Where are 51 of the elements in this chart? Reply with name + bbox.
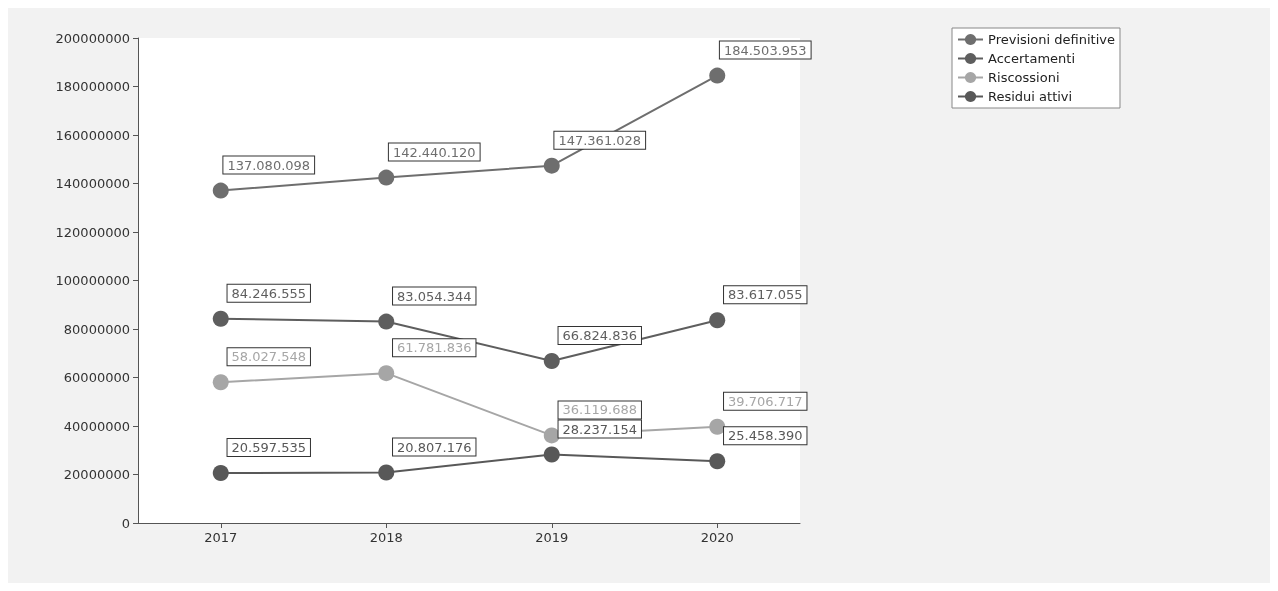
y-tick-label: 140000000: [55, 176, 130, 191]
y-tick-label: 160000000: [55, 127, 130, 143]
data-label: 142.440.120: [392, 144, 476, 160]
data-label: 147.361.028: [558, 132, 642, 148]
point: [212, 182, 229, 199]
legend-label: Accertamenti: [988, 51, 1075, 66]
y-tick-label: 200000000: [55, 30, 130, 46]
point: [378, 313, 395, 330]
data-label: 184.503.953: [723, 42, 807, 58]
data-label: 83.054.344: [397, 288, 472, 304]
data-label: 25.458.390: [728, 428, 803, 444]
data-label: 20.807.176: [397, 439, 472, 455]
y-tick-label: 40000000: [63, 418, 130, 434]
data-label: 61.781.836: [397, 340, 472, 356]
data-label: 36.119.688: [562, 402, 637, 418]
x-tick-label: 2017: [204, 530, 238, 545]
data-label: 58.027.548: [231, 349, 306, 365]
y-tick-label: 20000000: [63, 467, 130, 482]
x-tick-label: 2018: [369, 530, 403, 545]
point: [378, 169, 395, 186]
y-tick-label: 180000000: [55, 79, 130, 94]
y-tick-label: 0: [121, 515, 130, 531]
data-label: 137.080.098: [227, 157, 311, 173]
legend-label: Riscossioni: [988, 70, 1060, 85]
point: [212, 310, 229, 327]
x-tick-label: 2020: [700, 530, 734, 545]
data-label: 28.237.154: [562, 421, 637, 437]
y-tick-label: 60000000: [63, 370, 130, 385]
point: [543, 446, 560, 463]
point: [543, 352, 560, 369]
point: [378, 464, 395, 481]
y-tick-label: 80000000: [63, 321, 130, 337]
data-label: 66.824.836: [562, 327, 637, 343]
point: [709, 453, 726, 470]
point: [212, 374, 229, 391]
point: [709, 418, 726, 435]
point: [709, 67, 726, 84]
data-label: 84.246.555: [231, 285, 306, 301]
y-tick-label: 100000000: [55, 273, 130, 288]
point: [543, 427, 560, 444]
point: [212, 465, 229, 482]
legend-label: Residui attivi: [988, 89, 1073, 104]
legend-label: Previsioni definitive: [988, 32, 1116, 47]
data-label: 20.597.535: [231, 440, 306, 456]
point: [543, 157, 560, 174]
data-label: 39.706.717: [728, 393, 803, 409]
data-label: 83.617.055: [728, 287, 803, 303]
point: [378, 365, 395, 382]
point: [709, 312, 726, 329]
y-tick-label: 120000000: [55, 224, 130, 240]
x-tick-label: 2019: [535, 530, 569, 545]
